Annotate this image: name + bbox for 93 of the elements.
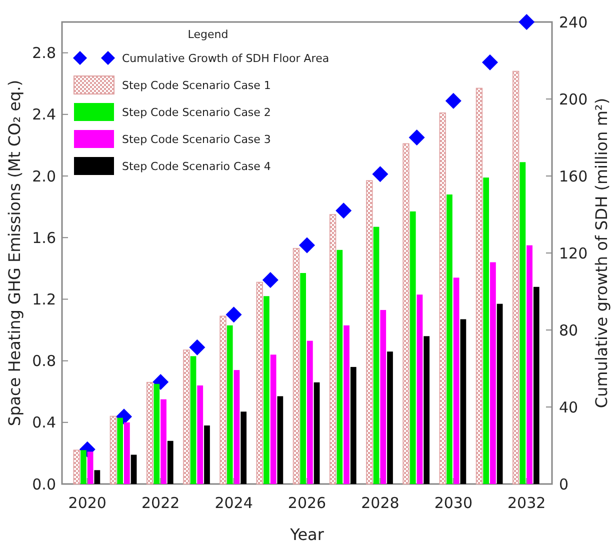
bar [240, 412, 247, 484]
point [336, 202, 352, 219]
y-tick-label: 0.0 [32, 475, 56, 494]
bar [490, 262, 496, 484]
bar [402, 143, 410, 484]
bar [314, 382, 320, 484]
bar [256, 282, 263, 484]
legend-label: Step Code Scenario Case 1 [122, 78, 271, 92]
bar [204, 425, 210, 484]
y2-tick-label: 0 [559, 475, 569, 494]
y-tick-label: 1.2 [32, 290, 56, 308]
bar [439, 112, 446, 484]
bar [533, 286, 540, 484]
point [445, 92, 462, 109]
point [482, 54, 498, 70]
bar [446, 194, 452, 484]
bar [410, 211, 416, 484]
y2-tick-label: 80 [559, 321, 578, 340]
y-tick-label: 2.4 [32, 106, 56, 124]
bar [344, 325, 350, 484]
bar [117, 418, 123, 484]
point [408, 130, 425, 146]
bar [73, 450, 80, 484]
y2-tick-label: 160 [559, 167, 588, 186]
x-tick-label: 2022 [141, 494, 180, 512]
bar [336, 250, 343, 484]
legend-label: Step Code Scenario Case 2 [122, 106, 271, 119]
bar [190, 356, 196, 484]
bar [526, 245, 532, 484]
bar [264, 296, 270, 484]
legend-label: Cumulative Growth of SDH Floor Area [122, 52, 330, 65]
bar [300, 273, 306, 484]
bar [197, 385, 204, 484]
x-tick-label: 2032 [508, 494, 546, 512]
bar [124, 422, 130, 484]
point [372, 166, 388, 182]
y-axis-title: Space Heating GHG Emissions (Mt CO₂ eq.) [5, 80, 24, 426]
bar [424, 336, 430, 484]
y-tick-label: 1.6 [32, 228, 56, 247]
point [518, 14, 535, 30]
bar [292, 248, 300, 484]
bar [277, 396, 284, 484]
point [262, 272, 278, 288]
bar [496, 304, 503, 484]
y2-tick-label: 120 [559, 244, 588, 262]
x-tick-label: 2020 [68, 494, 106, 512]
bar [154, 384, 160, 484]
y-tick-label: 2.0 [32, 167, 56, 186]
bar [460, 319, 466, 484]
bar [476, 88, 483, 484]
bar [520, 162, 526, 484]
bar [380, 310, 386, 484]
bar [167, 440, 174, 484]
y2-axis-title: Cumulative growth of SDH (million m²) [592, 98, 611, 408]
y-tick-label: 2.8 [32, 44, 56, 62]
bar [270, 354, 276, 484]
point [189, 339, 206, 356]
bar [307, 340, 313, 484]
bar [512, 70, 520, 484]
bar [130, 454, 137, 484]
bar [483, 178, 490, 484]
bar [146, 382, 154, 484]
bar [220, 316, 226, 484]
y2-tick-label: 200 [559, 90, 588, 108]
bar [373, 226, 380, 484]
bar [94, 470, 100, 484]
y2-tick-label: 240 [559, 13, 588, 32]
bar [226, 325, 233, 484]
y-tick-label: 0.8 [32, 352, 56, 370]
bar [366, 180, 373, 484]
x-axis-title: Year [289, 525, 324, 544]
bar [387, 352, 393, 484]
point [226, 306, 242, 323]
legend-label: Step Code Scenario Case 3 [122, 132, 271, 146]
bar [234, 370, 240, 484]
bar [329, 214, 336, 484]
x-tick-label: 2028 [361, 494, 400, 512]
bar [350, 366, 356, 484]
y-tick-label: 0.4 [32, 414, 56, 432]
bar [453, 278, 460, 484]
bar [160, 399, 166, 484]
bar [87, 452, 94, 484]
point [299, 237, 315, 254]
bar [183, 350, 190, 484]
bar [110, 416, 117, 484]
y2-tick-label: 40 [559, 398, 578, 416]
legend-title: Legend [188, 28, 228, 41]
x-tick-label: 2030 [434, 494, 473, 512]
x-tick-label: 2026 [288, 494, 326, 512]
bar [416, 294, 423, 484]
x-tick-label: 2024 [214, 494, 253, 512]
bar [80, 450, 86, 484]
legend-label: Step Code Scenario Case 4 [122, 160, 271, 173]
